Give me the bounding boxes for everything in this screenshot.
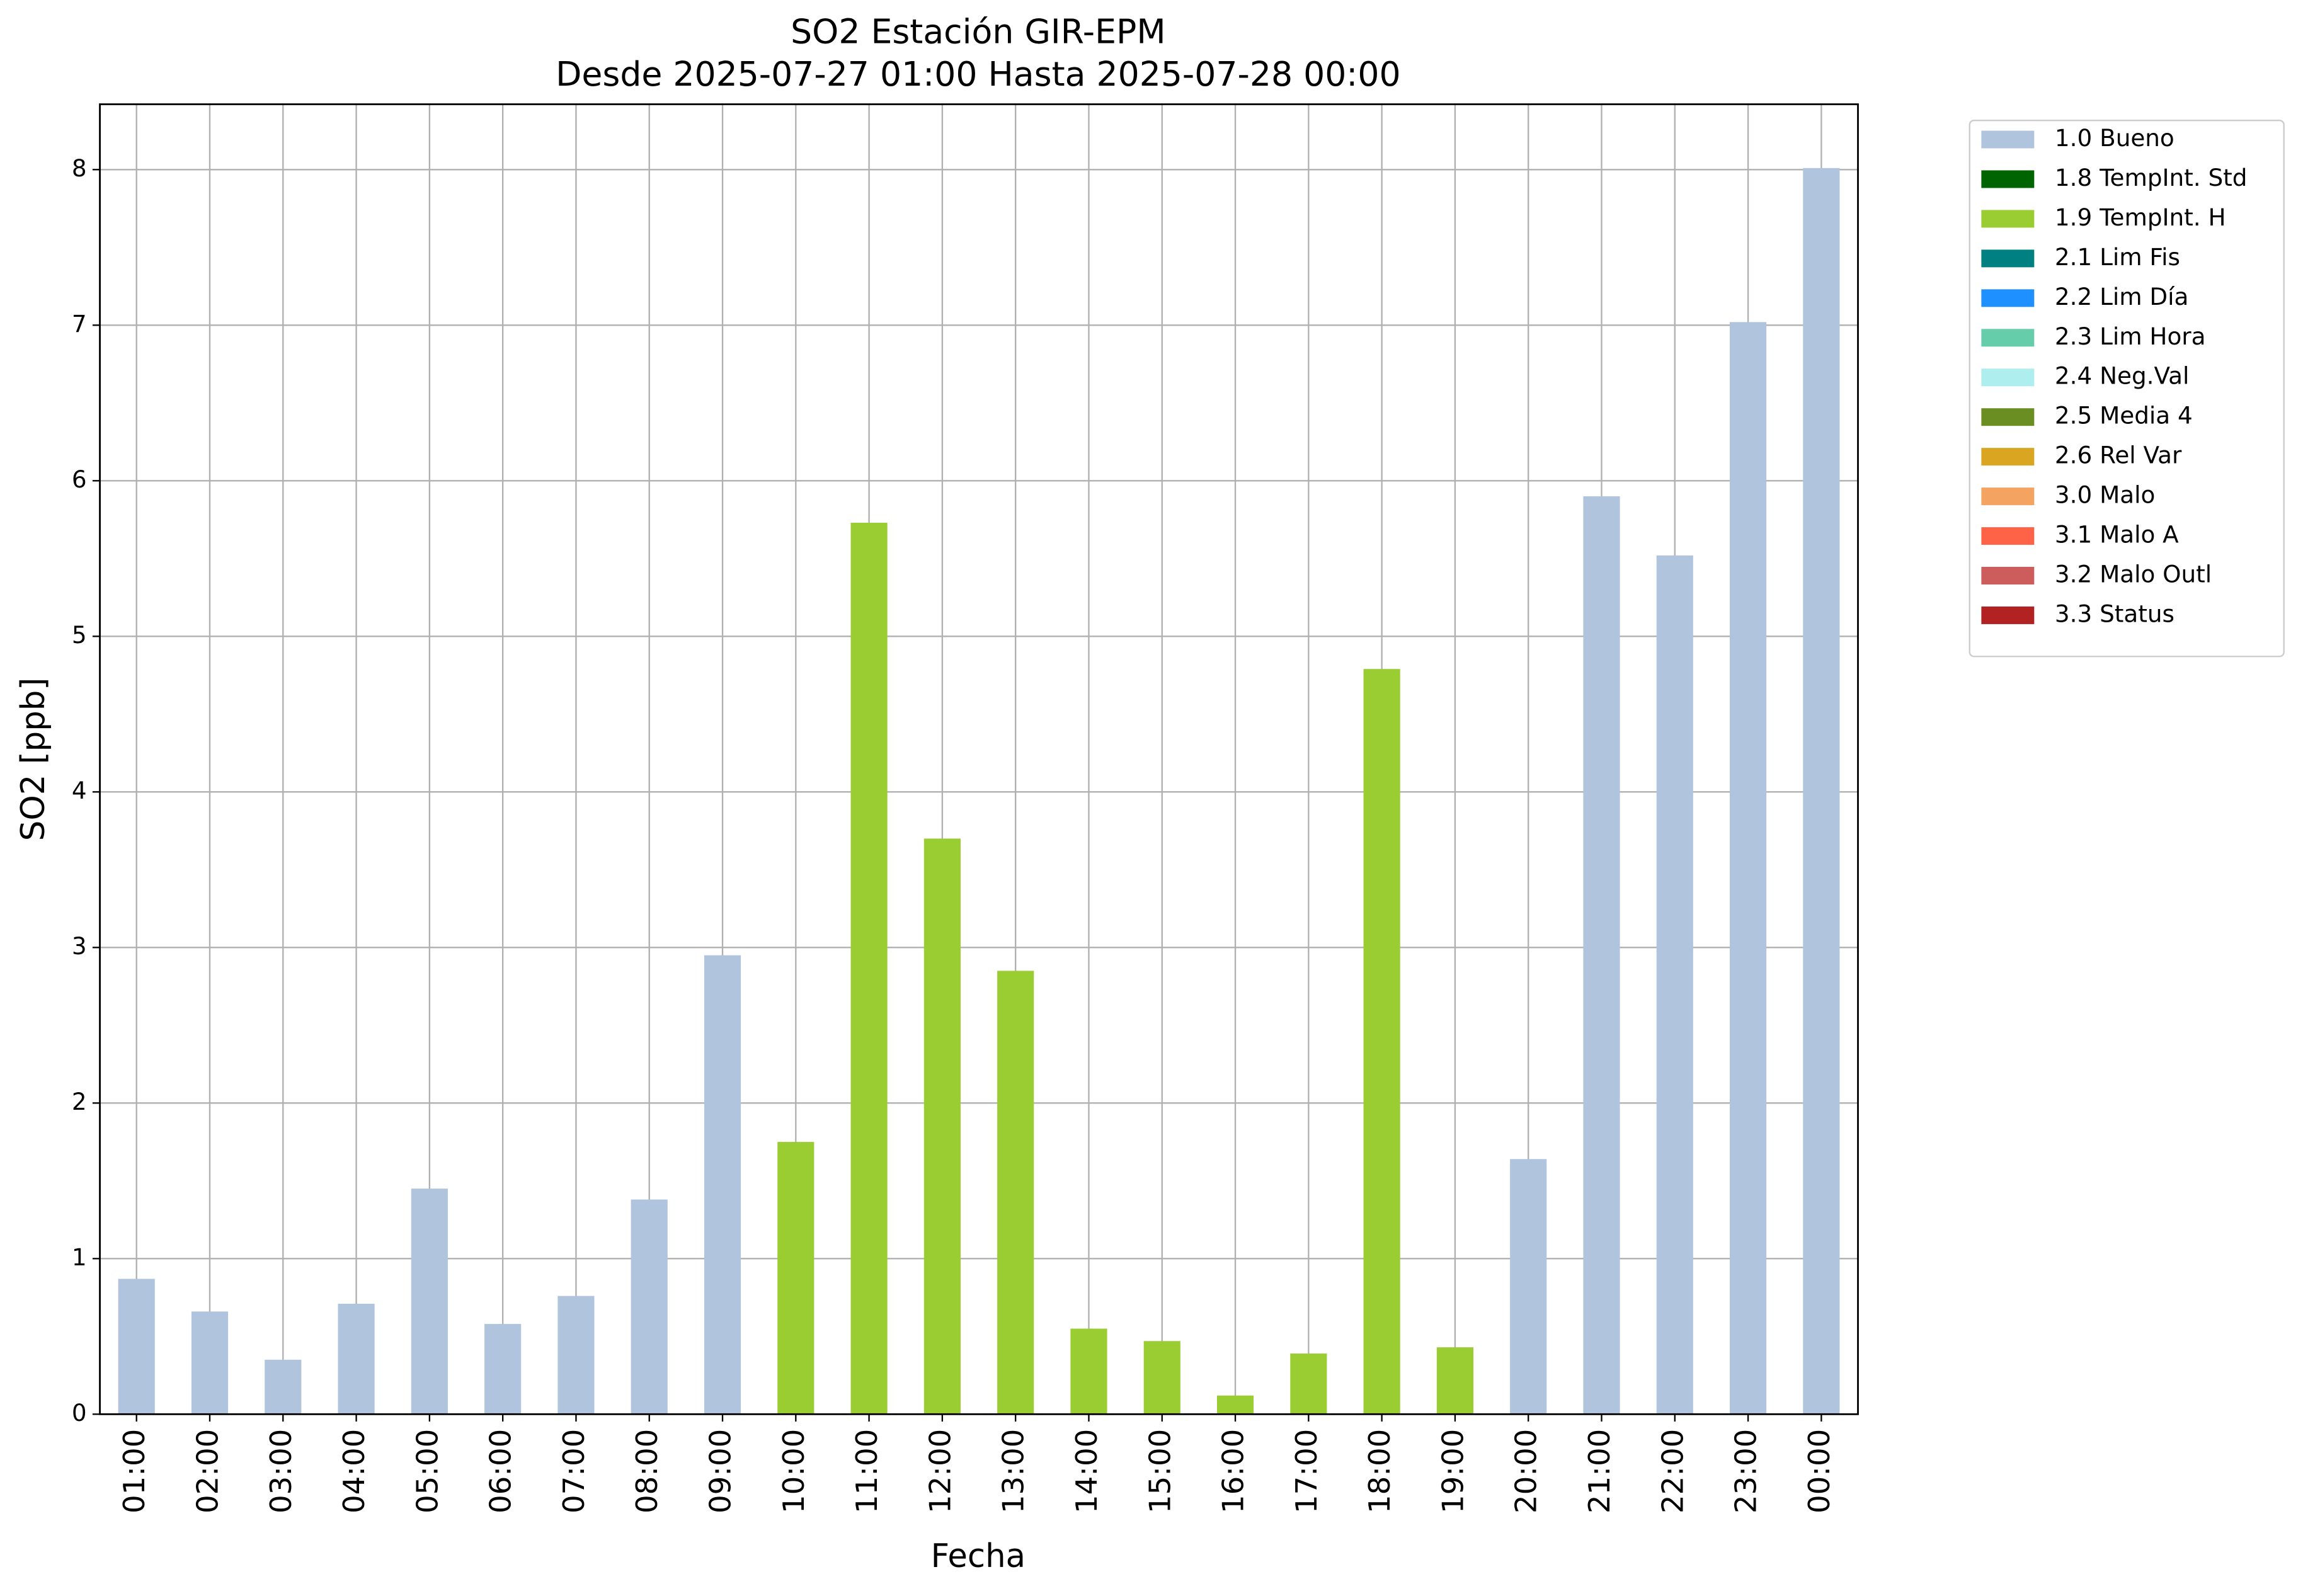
bar [997, 971, 1034, 1415]
x-tick-label: 03:00 [264, 1429, 298, 1513]
chart-title: SO2 Estación GIR-EPM [791, 11, 1165, 51]
y-axis-label: SO2 [ppb] [14, 678, 52, 841]
bar [777, 1142, 814, 1415]
x-tick-label: 05:00 [410, 1429, 444, 1513]
legend-label: 1.9 TempInt. H [2055, 203, 2226, 231]
bar [1583, 496, 1620, 1415]
legend: 1.0 Bueno 1.8 TempInt. Std 1.9 TempInt. H 2… [1969, 120, 2285, 658]
x-tick-label: 12:00 [923, 1429, 957, 1513]
x-tick-label: 07:00 [557, 1429, 591, 1513]
bar [1730, 322, 1767, 1415]
legend-label: 2.3 Lim Hora [2055, 322, 2206, 350]
legend-swatch [1981, 249, 2035, 268]
legend-swatch [1981, 289, 2035, 307]
legend-label: 2.1 Lim Fis [2055, 243, 2180, 271]
legend-swatch [1981, 408, 2035, 426]
x-tick-label: 06:00 [484, 1429, 518, 1513]
bar [850, 522, 888, 1415]
legend-label: 1.0 Bueno [2055, 124, 2174, 152]
legend-swatch [1981, 210, 2035, 228]
x-tick-label: 09:00 [704, 1429, 738, 1513]
y-tick-label: 0 [72, 1399, 87, 1427]
legend-label: 3.1 Malo A [2055, 521, 2179, 549]
legend-label: 2.4 Neg.Val [2055, 362, 2189, 390]
bar [484, 1324, 522, 1415]
legend-swatch [1981, 487, 2035, 506]
y-tick-label: 8 [72, 154, 87, 182]
x-tick-label: 00:00 [1802, 1429, 1836, 1513]
legend-swatch [1981, 567, 2035, 584]
bar [191, 1311, 229, 1415]
legend-label: 2.6 Rel Var [2055, 442, 2182, 469]
y-tick-label: 1 [72, 1243, 87, 1271]
x-tick-label: 17:00 [1289, 1429, 1323, 1513]
x-tick-label: 22:00 [1655, 1429, 1689, 1513]
legend-swatch [1981, 329, 2035, 347]
bar [411, 1188, 448, 1415]
bar [1143, 1341, 1180, 1415]
x-tick-label: 04:00 [337, 1429, 371, 1513]
x-tick-label: 13:00 [997, 1429, 1031, 1513]
legend-swatch [1981, 606, 2035, 624]
y-tick-label: 5 [72, 621, 87, 649]
x-tick-label: 11:00 [850, 1429, 884, 1513]
legend-label: 2.2 Lim Día [2055, 283, 2188, 311]
y-tick-label: 3 [72, 932, 87, 960]
bar [557, 1296, 595, 1415]
y-tick-label: 6 [72, 465, 87, 493]
plot-frame [99, 103, 1859, 1415]
y-tick-label: 2 [72, 1088, 87, 1115]
legend-frame [1969, 120, 2285, 658]
bar [704, 955, 741, 1415]
legend-swatch [1981, 130, 2035, 149]
bar [1656, 555, 1693, 1415]
legend-label: 3.0 Malo [2055, 481, 2155, 509]
x-tick-label: 18:00 [1363, 1429, 1397, 1513]
x-tick-label: 14:00 [1070, 1429, 1104, 1513]
x-tick-label: 08:00 [630, 1429, 664, 1513]
chart-subtitle: Desde 2025-07-27 01:00 Hasta 2025-07-28 … [556, 54, 1400, 94]
bar [338, 1303, 375, 1415]
bar [1290, 1354, 1327, 1415]
bar [923, 838, 961, 1415]
x-axis-label: Fecha [931, 1537, 1026, 1575]
legend-swatch [1981, 527, 2035, 545]
bar [1436, 1347, 1473, 1415]
x-tick-label: 02:00 [190, 1429, 224, 1513]
bar [1070, 1328, 1107, 1415]
legend-label: 2.5 Media 4 [2055, 402, 2193, 430]
y-tick-label: 7 [72, 310, 87, 338]
legend-label: 3.2 Malo Outl [2055, 560, 2212, 588]
bar [1510, 1159, 1547, 1415]
x-tick-label: 01:00 [117, 1429, 151, 1513]
legend-label: 1.8 TempInt. Std [2055, 164, 2248, 191]
legend-swatch [1981, 170, 2035, 188]
bar [1363, 669, 1400, 1415]
x-tick-label: 20:00 [1509, 1429, 1543, 1513]
x-tick-label: 21:00 [1582, 1429, 1616, 1513]
bar [265, 1359, 302, 1415]
x-tick-label: 15:00 [1143, 1429, 1177, 1513]
legend-swatch [1981, 368, 2035, 387]
x-tick-label: 16:00 [1216, 1429, 1250, 1513]
bar [631, 1199, 668, 1415]
y-tick-label: 4 [72, 777, 87, 804]
x-tick-label: 23:00 [1729, 1429, 1763, 1513]
bar [1803, 168, 1840, 1415]
legend-swatch [1981, 448, 2035, 466]
legend-label: 3.3 Status [2055, 600, 2174, 627]
bar [118, 1279, 155, 1415]
bar [1216, 1395, 1254, 1415]
x-tick-label: 10:00 [777, 1429, 811, 1513]
x-tick-label: 19:00 [1436, 1429, 1470, 1513]
